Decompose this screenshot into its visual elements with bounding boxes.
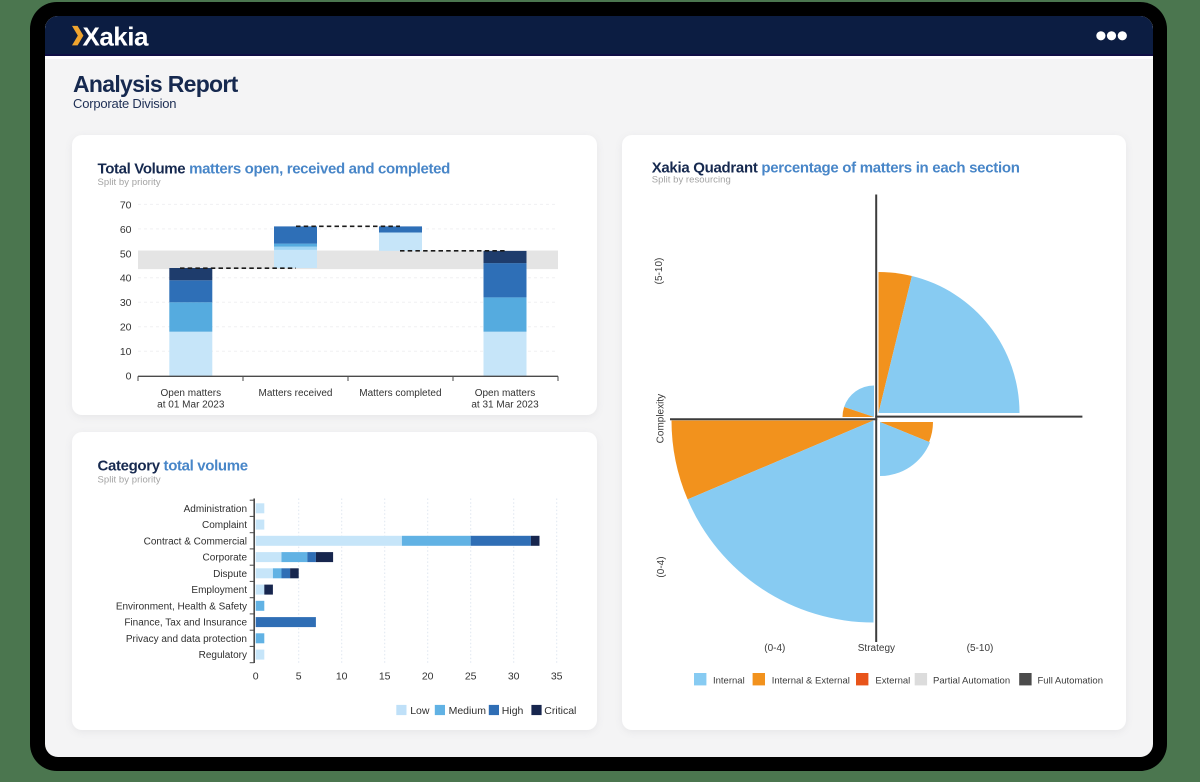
svg-text:Split by priority: Split by priority xyxy=(98,475,161,486)
svg-text:Complexity: Complexity xyxy=(656,394,667,443)
svg-text:Open matters: Open matters xyxy=(161,388,222,399)
svg-text:(0-4): (0-4) xyxy=(764,643,785,654)
svg-text:Employment: Employment xyxy=(191,585,247,596)
svg-text:5: 5 xyxy=(296,671,302,683)
svg-text:Total Volume matters open, rec: Total Volume matters open, received and … xyxy=(98,160,451,177)
svg-text:Critical: Critical xyxy=(544,705,576,717)
svg-text:Matters completed: Matters completed xyxy=(359,388,441,399)
svg-text:Complaint: Complaint xyxy=(202,520,247,531)
svg-text:30: 30 xyxy=(508,671,520,683)
svg-text:15: 15 xyxy=(379,671,391,683)
svg-text:Administration: Administration xyxy=(184,504,247,515)
svg-text:Split by priority: Split by priority xyxy=(98,177,161,188)
svg-text:at 01 Mar 2023: at 01 Mar 2023 xyxy=(157,400,225,411)
svg-text:at 31 Mar 2023: at 31 Mar 2023 xyxy=(471,400,539,411)
svg-text:Internal: Internal xyxy=(713,676,745,687)
svg-text:70: 70 xyxy=(120,199,132,211)
svg-text:Finance, Tax and Insurance: Finance, Tax and Insurance xyxy=(124,618,247,629)
svg-text:Internal & External: Internal & External xyxy=(772,676,850,687)
svg-text:High: High xyxy=(502,705,524,717)
svg-text:Low: Low xyxy=(410,705,430,717)
svg-text:0: 0 xyxy=(253,671,259,683)
svg-text:50: 50 xyxy=(120,248,132,260)
svg-text:Environment, Health & Safety: Environment, Health & Safety xyxy=(116,601,247,612)
svg-text:Split by resourcing: Split by resourcing xyxy=(652,175,731,186)
svg-text:Privacy and data protection: Privacy and data protection xyxy=(126,634,247,645)
svg-text:Xakia Quadrant percentage of m: Xakia Quadrant percentage of matters in … xyxy=(652,160,1020,177)
svg-text:(5-10): (5-10) xyxy=(967,643,994,654)
svg-text:Corporate: Corporate xyxy=(203,553,248,564)
svg-text:Matters received: Matters received xyxy=(259,388,333,399)
svg-text:Category total volume: Category total volume xyxy=(98,457,248,474)
svg-text:20: 20 xyxy=(422,671,434,683)
svg-text:(5-10): (5-10) xyxy=(654,258,665,285)
svg-text:Partial Automation: Partial Automation xyxy=(933,676,1010,687)
svg-text:40: 40 xyxy=(120,273,132,285)
svg-text:Regulatory: Regulatory xyxy=(199,650,247,661)
svg-text:Contract & Commercial: Contract & Commercial xyxy=(144,536,247,547)
svg-text:25: 25 xyxy=(465,671,477,683)
svg-text:Xakia: Xakia xyxy=(82,22,148,52)
svg-text:External: External xyxy=(875,676,910,687)
svg-text:Strategy: Strategy xyxy=(858,643,895,654)
svg-text:(0-4): (0-4) xyxy=(656,556,667,577)
svg-text:Medium: Medium xyxy=(449,705,487,717)
svg-text:10: 10 xyxy=(120,346,132,358)
svg-text:20: 20 xyxy=(120,322,132,334)
svg-text:Open matters: Open matters xyxy=(475,388,536,399)
svg-text:Full Automation: Full Automation xyxy=(1038,676,1103,687)
svg-text:60: 60 xyxy=(120,224,132,236)
svg-text:Dispute: Dispute xyxy=(213,569,247,580)
svg-text:30: 30 xyxy=(120,297,132,309)
svg-text:0: 0 xyxy=(126,371,132,383)
svg-text:10: 10 xyxy=(336,671,348,683)
svg-text:35: 35 xyxy=(551,671,563,683)
